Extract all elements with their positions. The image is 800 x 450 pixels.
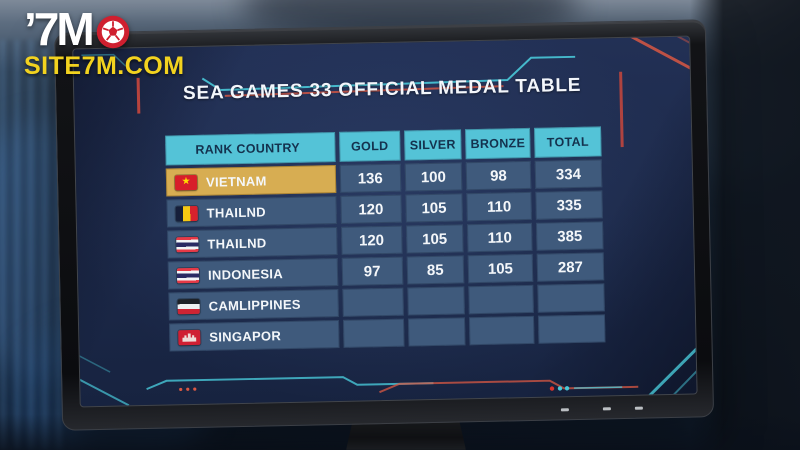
red-temple-flag-icon (178, 329, 201, 345)
bezel-indicator-light (560, 408, 569, 412)
country-cell: THAILND (166, 195, 337, 228)
header-silver: SILVER (403, 129, 462, 161)
silver-cell: 105 (405, 224, 464, 254)
gold-cell: 120 (340, 194, 402, 224)
country-name: VIETNAM (205, 172, 267, 190)
country-cell: THAILND (167, 226, 338, 259)
country-cell: CAMLIPPINES (168, 288, 339, 321)
total-cell: 385 (535, 221, 604, 251)
temple-icon (182, 332, 196, 341)
logo-row: ’7M (24, 2, 185, 56)
country-cell: SINGAPOR (169, 319, 340, 352)
gold-cell (341, 287, 404, 317)
total-cell (537, 314, 606, 344)
bezel-indicator-light (634, 406, 643, 410)
country-cell: INDONESIA (167, 257, 338, 290)
bezel-indicator-light (602, 407, 611, 411)
bronze-cell: 98 (465, 160, 532, 191)
total-cell: 335 (535, 190, 603, 220)
medal-table: RANK COUNTRY GOLD SILVER BRONZE TOTAL ★ … (165, 126, 606, 354)
vietnam-flag-icon: ★ (174, 174, 198, 190)
bronze-cell (468, 315, 535, 346)
country-name: SINGAPOR (209, 327, 282, 345)
header-total: TOTAL (534, 126, 602, 158)
monitor-screen: SEA GAMES 33 OFFICIAL MEDAL TABLE RANK C… (72, 35, 698, 408)
thailand-flag-icon (176, 236, 199, 252)
total-cell (537, 283, 605, 313)
country-name: CAMLIPPINES (208, 296, 301, 314)
silver-cell: 85 (406, 255, 465, 285)
gold-cell: 136 (339, 163, 402, 193)
header-gold: GOLD (338, 130, 401, 162)
screen-decor-lines (73, 36, 697, 407)
silver-cell: 100 (404, 162, 463, 192)
country-name: INDONESIA (207, 265, 284, 283)
gold-cell: 97 (341, 256, 404, 286)
gold-cell: 120 (340, 225, 403, 255)
silver-cell: 105 (405, 193, 463, 223)
total-cell: 287 (536, 252, 605, 282)
bronze-cell: 105 (467, 253, 534, 284)
brand-logo: ’7M SITE7M.COM (24, 2, 185, 81)
star-icon: ★ (181, 176, 191, 188)
bronze-cell: 110 (466, 191, 532, 222)
country-cell: ★ VIETNAM (165, 165, 336, 197)
monitor: SEA GAMES 33 OFFICIAL MEDAL TABLE RANK C… (53, 19, 715, 431)
table-row: SINGAPOR (169, 314, 606, 352)
silver-cell (407, 317, 466, 347)
country-name: THAILND (206, 203, 267, 221)
silver-cell (407, 286, 465, 316)
gold-cell (342, 318, 405, 348)
vertical-tricolor-flag-icon (175, 205, 198, 221)
total-cell: 334 (534, 159, 603, 189)
site-url-text: SITE7M.COM (24, 52, 185, 80)
country-name: THAILND (207, 234, 267, 252)
soccer-ball-icon (96, 15, 129, 49)
header-bronze: BRONZE (465, 127, 531, 160)
bronze-cell (468, 284, 534, 315)
header-rank-country: RANK COUNTRY (165, 132, 336, 166)
black-white-red-flag-icon (177, 298, 200, 314)
bronze-cell: 110 (466, 222, 533, 253)
thailand-style-flag-icon (176, 267, 200, 283)
logo-text: ’7M (24, 3, 95, 55)
